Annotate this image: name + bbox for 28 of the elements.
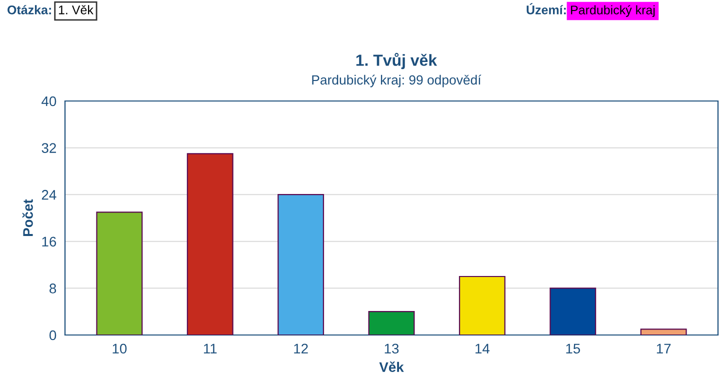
bar [640, 328, 687, 335]
bar [278, 194, 324, 335]
y-tick-label: 16 [42, 236, 56, 247]
y-tick-label: 40 [42, 96, 56, 106]
y-tick-label: 0 [49, 330, 56, 340]
chart-subtitle: Pardubický kraj: 99 odpovědí [312, 74, 482, 88]
text: Otázka: [8, 5, 51, 14]
x-tick-label: 15 [566, 344, 580, 354]
text: Pardubický kraj [571, 5, 655, 17]
bar [550, 288, 596, 335]
bar [186, 153, 234, 335]
y-tick-label: 32 [42, 143, 56, 153]
y-tick-label: 8 [50, 284, 56, 294]
x-tick-label: 13 [384, 344, 399, 354]
x-axis-title: Věk [379, 362, 404, 372]
bar [96, 212, 143, 335]
bar [458, 276, 506, 335]
chart-title: 1. Tvůj věk [356, 52, 438, 70]
x-tick-label: 11 [204, 344, 217, 354]
text: 1. Věk [58, 5, 94, 14]
x-tick-label: 17 [656, 344, 671, 354]
x-tick-label: 10 [112, 344, 127, 354]
x-tick-label: 12 [294, 344, 308, 354]
text: Území: [526, 3, 566, 14]
y-axis-title: Počet [22, 199, 33, 236]
y-tick-label: 24 [42, 190, 56, 200]
bar [368, 311, 415, 335]
x-tick-label: 14 [476, 344, 490, 354]
